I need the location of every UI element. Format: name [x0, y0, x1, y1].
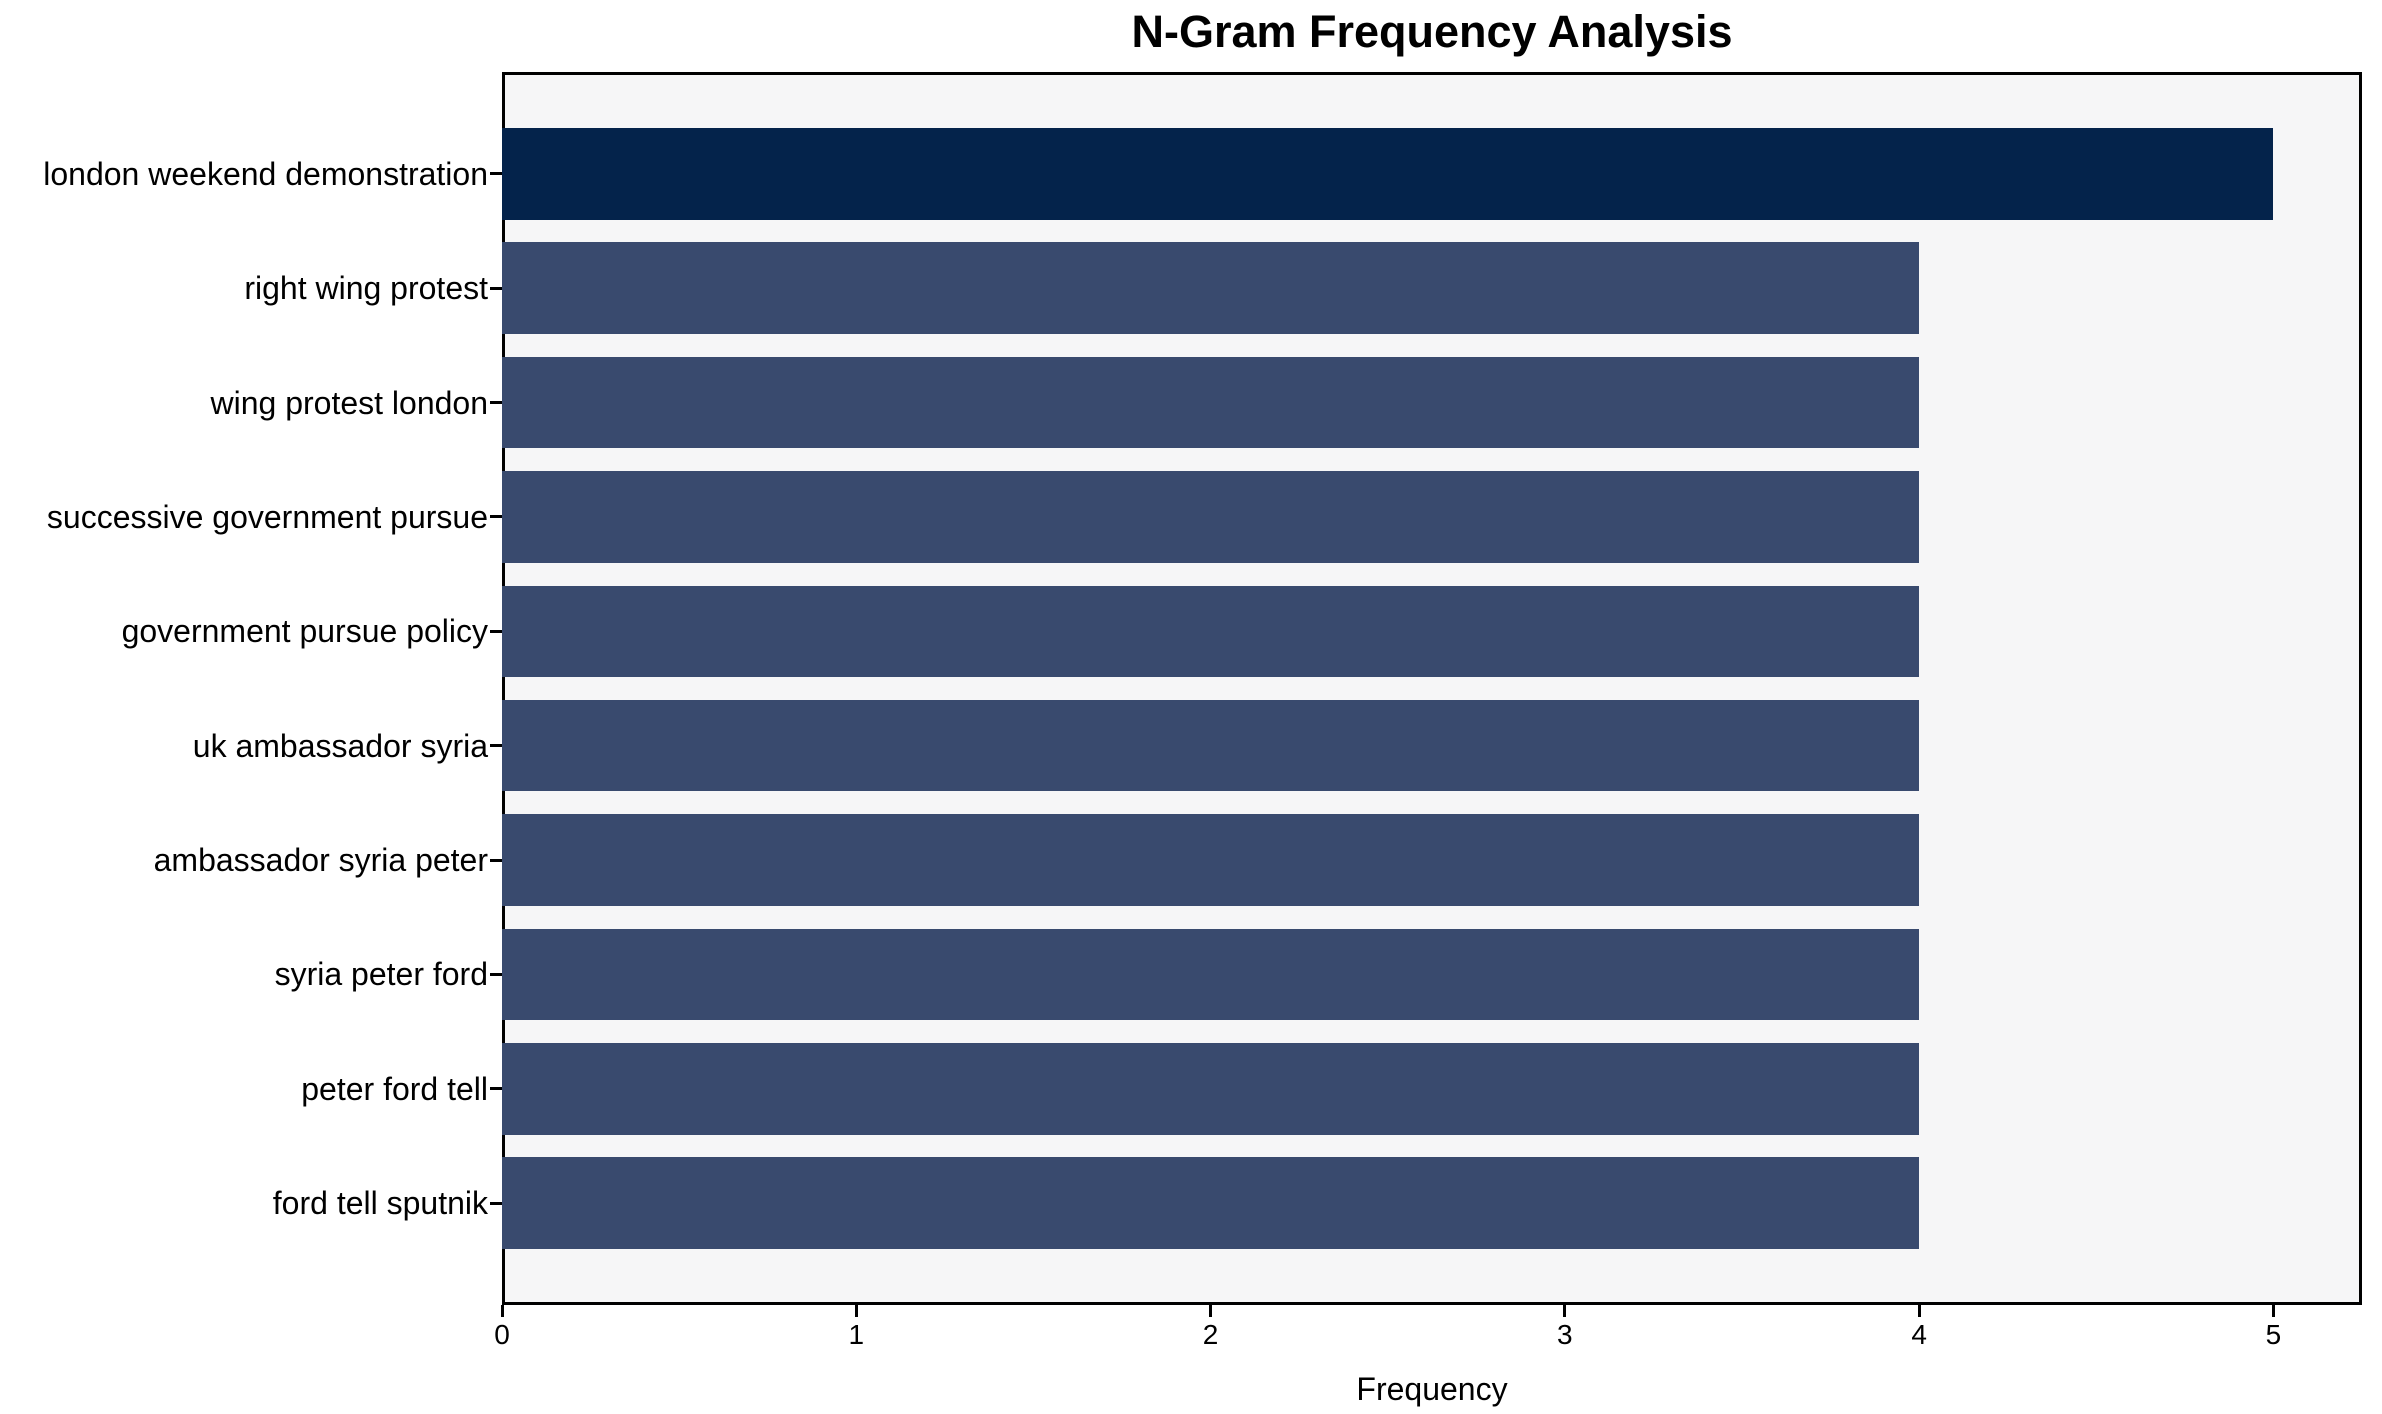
x-tick-mark — [500, 1305, 504, 1317]
x-tick-mark — [2271, 1305, 2275, 1317]
x-tick-label: 2 — [1202, 1319, 1219, 1350]
y-tick-mark — [490, 1087, 502, 1091]
y-tick-mark — [490, 401, 502, 405]
y-tick-mark — [490, 858, 502, 862]
x-tick-label: 5 — [2265, 1319, 2282, 1350]
chart-title: N-Gram Frequency Analysis — [1131, 6, 1733, 57]
y-axis-label: ambassador syria peter — [153, 842, 488, 879]
y-axis-label: london weekend demonstration — [43, 155, 488, 192]
x-tick-label: 4 — [1911, 1319, 1927, 1350]
y-tick-mark — [490, 172, 502, 176]
y-tick-mark — [490, 629, 502, 633]
x-tick-label: 3 — [1557, 1319, 1573, 1350]
y-axis-label: syria peter ford — [274, 956, 488, 993]
x-tick-mark — [1209, 1305, 1213, 1317]
x-tick-mark — [1917, 1305, 1921, 1317]
x-tick-mark — [1563, 1305, 1567, 1317]
y-tick-mark — [490, 515, 502, 519]
y-axis-label: peter ford tell — [301, 1070, 488, 1107]
x-tick-label: 0 — [494, 1319, 510, 1350]
x-tick-label: 1 — [848, 1319, 865, 1350]
y-tick-mark — [490, 972, 502, 976]
x-tick-mark — [854, 1305, 858, 1317]
y-tick-mark — [490, 1201, 502, 1205]
y-axis-label: uk ambassador syria — [192, 727, 488, 764]
y-axis-label: government pursue policy — [121, 613, 488, 650]
y-tick-mark — [490, 744, 502, 748]
y-axis-label: right wing protest — [244, 270, 488, 307]
plot-area — [502, 72, 2362, 1305]
y-axis-label: ford tell sputnik — [272, 1185, 488, 1222]
y-tick-mark — [490, 286, 502, 290]
y-axis-label: successive government pursue — [46, 498, 488, 535]
y-axis-label: wing protest london — [210, 384, 488, 421]
x-axis-label: Frequency — [1356, 1371, 1508, 1407]
